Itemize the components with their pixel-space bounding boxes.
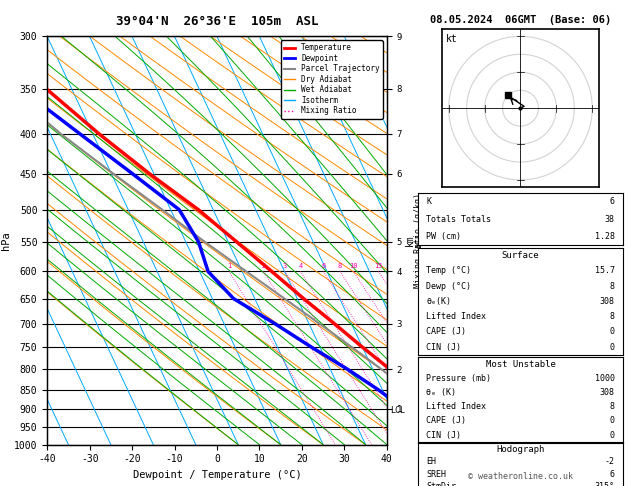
Text: 38: 38	[604, 215, 615, 224]
Text: 15.7: 15.7	[594, 266, 615, 275]
Text: CIN (J): CIN (J)	[426, 431, 462, 440]
Text: θₑ(K): θₑ(K)	[426, 297, 452, 306]
Text: Most Unstable: Most Unstable	[486, 360, 555, 369]
Text: 0: 0	[610, 328, 615, 336]
Text: θₑ (K): θₑ (K)	[426, 388, 457, 397]
Y-axis label: km
ASL: km ASL	[404, 232, 426, 249]
Text: Surface: Surface	[502, 251, 539, 260]
Text: LCL: LCL	[390, 406, 405, 416]
Text: 8: 8	[338, 263, 342, 269]
Text: © weatheronline.co.uk: © weatheronline.co.uk	[468, 472, 573, 481]
Legend: Temperature, Dewpoint, Parcel Trajectory, Dry Adiabat, Wet Adiabat, Isotherm, Mi: Temperature, Dewpoint, Parcel Trajectory…	[281, 40, 383, 119]
Text: 2: 2	[262, 263, 265, 269]
Text: CAPE (J): CAPE (J)	[426, 328, 467, 336]
Text: Pressure (mb): Pressure (mb)	[426, 374, 491, 383]
Text: 15: 15	[374, 263, 382, 269]
Text: 0: 0	[610, 431, 615, 440]
Text: 1: 1	[227, 263, 231, 269]
Text: kt: kt	[446, 34, 458, 44]
Text: 0: 0	[610, 417, 615, 426]
Text: 39°04'N  26°36'E  105m  ASL: 39°04'N 26°36'E 105m ASL	[116, 15, 318, 28]
Text: EH: EH	[426, 457, 437, 467]
Text: 8: 8	[610, 312, 615, 321]
Text: Dewp (°C): Dewp (°C)	[426, 281, 472, 291]
X-axis label: Dewpoint / Temperature (°C): Dewpoint / Temperature (°C)	[133, 470, 301, 480]
Text: Temp (°C): Temp (°C)	[426, 266, 472, 275]
Text: K: K	[426, 197, 431, 206]
Text: SREH: SREH	[426, 470, 447, 479]
Text: StmDir: StmDir	[426, 482, 457, 486]
Text: 1000: 1000	[594, 374, 615, 383]
Text: 3: 3	[282, 263, 287, 269]
Text: CAPE (J): CAPE (J)	[426, 417, 467, 426]
Text: Mixing Ratio (g/kg): Mixing Ratio (g/kg)	[414, 193, 423, 288]
Text: Hodograph: Hodograph	[496, 445, 545, 454]
Text: Lifted Index: Lifted Index	[426, 312, 486, 321]
Text: Totals Totals: Totals Totals	[426, 215, 491, 224]
Text: 308: 308	[599, 297, 615, 306]
Text: PW (cm): PW (cm)	[426, 232, 462, 241]
Text: 8: 8	[610, 402, 615, 411]
Text: 6: 6	[610, 197, 615, 206]
Text: 0: 0	[610, 343, 615, 352]
Text: 308: 308	[599, 388, 615, 397]
Text: 10: 10	[349, 263, 358, 269]
Text: 4: 4	[298, 263, 303, 269]
Y-axis label: hPa: hPa	[1, 231, 11, 250]
Text: 8: 8	[610, 281, 615, 291]
Text: 6: 6	[610, 470, 615, 479]
Text: -2: -2	[604, 457, 615, 467]
Text: 315°: 315°	[594, 482, 615, 486]
Text: CIN (J): CIN (J)	[426, 343, 462, 352]
Text: 6: 6	[321, 263, 325, 269]
Text: 08.05.2024  06GMT  (Base: 06): 08.05.2024 06GMT (Base: 06)	[430, 15, 611, 25]
Text: 1.28: 1.28	[594, 232, 615, 241]
Text: Lifted Index: Lifted Index	[426, 402, 486, 411]
